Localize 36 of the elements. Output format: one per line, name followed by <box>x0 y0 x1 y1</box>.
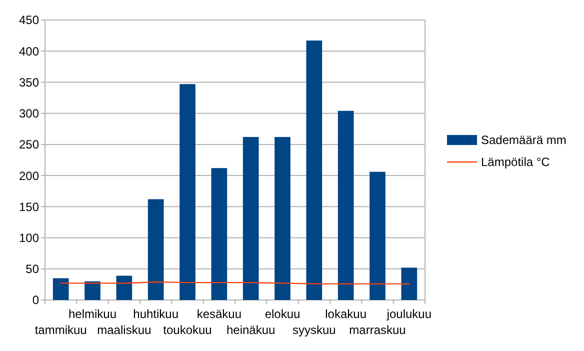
x-tick-label: maaliskuu <box>97 323 152 337</box>
x-tick-label: helmikuu <box>68 307 117 321</box>
bar <box>84 281 100 300</box>
bar <box>401 268 418 300</box>
x-tick-label: elokuu <box>264 307 300 321</box>
legend-label: Lämpötila °C <box>481 155 550 170</box>
y-tick-label: 100 <box>18 230 40 245</box>
x-tick-label: joulukuu <box>386 307 432 321</box>
bar <box>306 40 322 300</box>
bar <box>370 172 386 300</box>
bar <box>116 276 132 300</box>
bar <box>338 110 354 300</box>
y-tick-label: 50 <box>26 262 40 276</box>
y-tick-label: 450 <box>18 13 40 28</box>
bar <box>274 136 290 300</box>
x-tick-label: syyskuu <box>292 323 336 337</box>
x-tick-label: kesäkuu <box>196 307 242 321</box>
y-tick-label: 250 <box>18 138 40 152</box>
x-tick-label: marraskuu <box>349 323 406 337</box>
x-tick-label: toukokuu <box>163 323 212 337</box>
y-tick-label: 150 <box>18 200 40 214</box>
legend-label: Sademäärä mm <box>481 133 566 148</box>
bar <box>52 278 69 300</box>
y-tick-label: 0 <box>32 293 40 308</box>
x-tick-label: lokakuu <box>325 307 367 321</box>
y-tick-label: 350 <box>18 75 40 90</box>
bar <box>211 168 228 300</box>
y-tick-label: 400 <box>18 44 40 58</box>
y-tick-label: 300 <box>18 106 40 121</box>
x-tick-label: heinäkuu <box>226 323 276 337</box>
x-tick-label: huhtikuu <box>133 307 179 321</box>
bar <box>242 136 259 300</box>
x-tick-label: tammikuu <box>34 323 87 337</box>
y-tick-label: 200 <box>18 168 40 183</box>
bar <box>180 84 196 300</box>
bar <box>148 199 164 300</box>
